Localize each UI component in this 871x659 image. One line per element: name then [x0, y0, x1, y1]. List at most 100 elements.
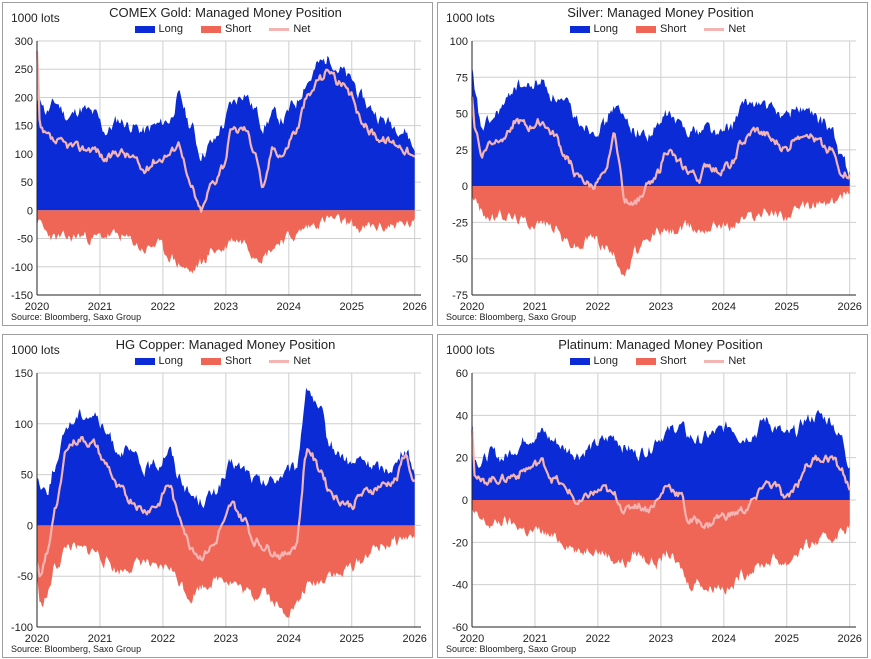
legend-short-swatch — [201, 357, 222, 365]
y-tick-label: 0 — [462, 181, 468, 193]
legend-net-swatch — [269, 359, 290, 363]
y-tick-label: -75 — [452, 290, 468, 302]
legend: Long Short Net — [3, 355, 432, 367]
legend-short-label: Short — [660, 355, 687, 367]
legend-short: Short — [201, 355, 251, 367]
x-tick-label: 2026 — [837, 633, 861, 645]
source-note: Source: Bloomberg, Saxo Group — [11, 312, 142, 322]
y-tick-label: -50 — [452, 254, 468, 266]
x-tick-label: 2024 — [712, 301, 736, 313]
legend: Long Short Net — [3, 23, 432, 35]
series-long-area — [37, 55, 415, 211]
legend-long: Long — [134, 23, 183, 35]
y-tick-label: 250 — [15, 64, 33, 76]
legend-long-swatch — [569, 357, 590, 365]
legend-net-swatch — [704, 27, 725, 31]
y-tick-label: -40 — [452, 580, 468, 592]
legend-net-label: Net — [293, 23, 311, 35]
legend-long-swatch — [569, 25, 590, 33]
legend-net-label: Net — [728, 23, 746, 35]
y-tick-label: -100 — [11, 622, 33, 634]
y-tick-label: 0 — [27, 205, 33, 217]
chart-title: HG Copper: Managed Money Position — [115, 337, 336, 352]
legend: Long Short Net — [438, 355, 867, 367]
legend-short: Short — [201, 23, 251, 35]
y-tick-label: 0 — [462, 495, 468, 507]
legend-long-swatch — [134, 357, 155, 365]
y-tick-label: 100 — [15, 419, 33, 431]
series-short-area — [472, 186, 850, 277]
copper-chart-panel: -100 -50 0 50 100 150 2020 2021 2022 2023 2024 2025… — [2, 334, 433, 658]
gold-chart-panel: -150 -100 -50 0 50 100 150 200 250 300 2020 2021 202… — [2, 2, 433, 326]
y-tick-label: 200 — [15, 92, 33, 104]
legend-net-label: Net — [728, 355, 746, 367]
y-tick-label: 60 — [456, 368, 468, 380]
x-tick-label: 2023 — [649, 633, 673, 645]
y-tick-label: 50 — [21, 470, 33, 482]
series-net-line — [35, 436, 416, 578]
y-tick-label: -20 — [452, 537, 468, 549]
y-tick-label: -60 — [452, 622, 468, 634]
x-tick-label: 2021 — [88, 301, 112, 313]
y-tick-label: 20 — [456, 453, 468, 465]
x-tick-label: 2024 — [277, 301, 301, 313]
unit-label: 1000 lots — [11, 11, 60, 25]
x-tick-label: 2026 — [402, 301, 426, 313]
source-note: Source: Bloomberg, Saxo Group — [11, 644, 142, 654]
x-tick-label: 2022 — [586, 301, 610, 313]
legend-short-label: Short — [225, 355, 252, 367]
chart-title: Silver: Managed Money Position — [567, 5, 754, 20]
x-tick-label: 2024 — [712, 633, 736, 645]
legend-short: Short — [636, 23, 686, 35]
y-tick-label: 100 — [15, 149, 33, 161]
x-tick-label: 2020 — [460, 633, 484, 645]
y-tick-label: 150 — [15, 368, 33, 380]
legend-short-swatch — [201, 25, 222, 33]
unit-label: 1000 lots — [446, 343, 495, 357]
silver-chart-panel: -75 -50 -25 0 25 50 75 100 2020 2021 2022 2023 2024 2… — [437, 2, 868, 326]
source-note: Source: Bloomberg, Saxo Group — [446, 644, 577, 654]
legend-long-label: Long — [593, 23, 619, 35]
legend-short-swatch — [636, 25, 657, 33]
x-tick-label: 2022 — [151, 301, 175, 313]
series-net-line — [470, 429, 851, 530]
y-tick-label: 100 — [450, 36, 468, 48]
unit-label: 1000 lots — [446, 11, 495, 25]
series-long-area — [37, 387, 415, 526]
x-tick-label: 2023 — [214, 633, 238, 645]
unit-label: 1000 lots — [11, 343, 60, 357]
x-tick-label: 2021 — [523, 301, 547, 313]
legend-long-swatch — [134, 25, 155, 33]
x-tick-label: 2020 — [25, 301, 49, 313]
silver-chart-plot: -75 -50 -25 0 25 50 75 100 2020 2021 2022 2023 2024 2… — [450, 36, 862, 313]
y-tick-label: 50 — [21, 177, 33, 189]
x-tick-label: 2025 — [340, 301, 364, 313]
legend-short-swatch — [636, 357, 657, 365]
y-tick-label: 150 — [15, 121, 33, 133]
legend-net: Net — [269, 355, 310, 367]
source-note: Source: Bloomberg, Saxo Group — [446, 312, 577, 322]
legend-long: Long — [569, 23, 619, 35]
platinum-chart-plot: -60 -40 -20 0 20 40 60 2020 2021 2022 2023 2024 2025… — [452, 368, 862, 645]
legend-short-label: Short — [660, 23, 687, 35]
legend-long-label: Long — [593, 355, 619, 367]
series-short-area — [37, 210, 415, 274]
legend-net: Net — [704, 355, 745, 367]
legend-long: Long — [569, 355, 619, 367]
platinum-chart-panel: -60 -40 -20 0 20 40 60 2020 2021 2022 2023 2024 2025… — [437, 334, 868, 658]
y-tick-label: 75 — [456, 72, 468, 84]
legend-net-swatch — [704, 359, 725, 363]
x-tick-label: 2022 — [151, 633, 175, 645]
x-tick-label: 2024 — [277, 633, 301, 645]
x-tick-label: 2020 — [25, 633, 49, 645]
x-tick-label: 2025 — [775, 301, 799, 313]
x-tick-label: 2022 — [586, 633, 610, 645]
x-tick-label: 2023 — [214, 301, 238, 313]
y-tick-label: 50 — [456, 109, 468, 121]
y-tick-label: -150 — [11, 290, 33, 302]
series-long-area — [472, 409, 850, 500]
legend-net: Net — [704, 23, 745, 35]
legend-net-label: Net — [293, 355, 311, 367]
y-tick-label: -100 — [11, 262, 33, 274]
